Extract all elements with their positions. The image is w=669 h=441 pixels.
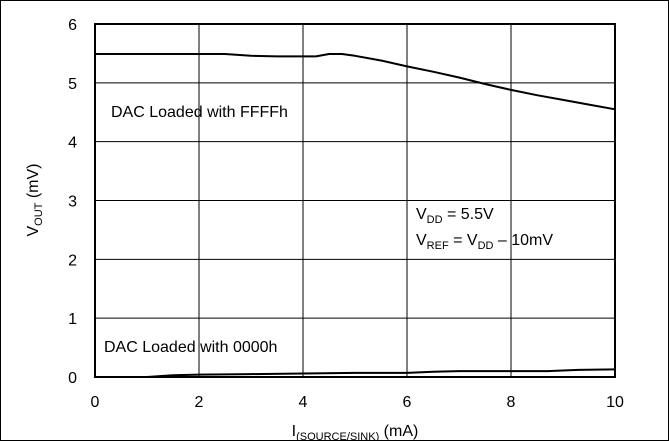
y-tick-label: 0 [68,370,77,387]
y-tick-labels: 0 1 2 3 4 5 6 [68,17,77,387]
y-axis-label: VOUT (mV) [25,163,45,236]
zero-series-label: DAC Loaded with 0000h [104,339,277,356]
vdd-annotation: VDD = 5.5V [416,206,494,226]
y-tick-label: 6 [68,17,77,34]
x-axis-label: I(SOURCE/SINK) (mA) [292,423,419,441]
x-tick-label: 6 [403,394,412,411]
series-line-ffff [95,53,616,111]
y-tick-label: 5 [68,76,77,93]
x-tick-label: 4 [299,394,308,411]
y-tick-label: 1 [68,311,77,328]
x-tick-label: 2 [195,394,204,411]
x-tick-label: 0 [91,394,100,411]
plot-area-frame [94,23,616,378]
x-tick-labels: 0 2 4 6 8 10 [91,394,624,411]
grid [94,23,616,378]
series-layer [95,53,616,378]
y-tick-label: 2 [68,252,77,269]
x-tick-label: 10 [606,394,624,411]
y-tick-label: 3 [68,194,77,211]
x-tick-label: 8 [507,394,516,411]
ffff-series-label: DAC Loaded with FFFFh [111,104,288,121]
vref-annotation: VREF = VDD – 10mV [416,232,553,252]
series-line-0000 [95,368,616,378]
y-tick-label: 4 [68,135,77,152]
